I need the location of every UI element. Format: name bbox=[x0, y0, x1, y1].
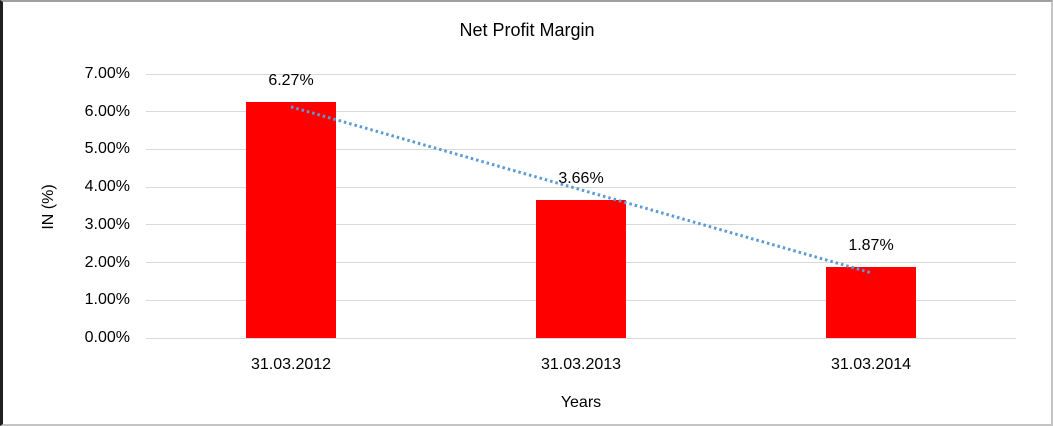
y-axis-tick-label: 7.00% bbox=[84, 65, 130, 82]
data-label-31.03.2013: 3.66% bbox=[558, 169, 604, 187]
x-axis-tick-label: 31.03.2014 bbox=[830, 356, 912, 373]
x-axis-title: Years bbox=[560, 394, 602, 411]
data-label-31.03.2012: 6.27% bbox=[268, 71, 314, 89]
gridline bbox=[146, 337, 1016, 339]
chart-title: Net Profit Margin bbox=[459, 20, 595, 40]
bar-31.03.2013[interactable] bbox=[536, 199, 626, 338]
x-axis-tick-label: 31.03.2013 bbox=[540, 356, 622, 373]
y-axis-tick-label: 3.00% bbox=[84, 215, 130, 233]
y-axis-tick-label: 4.00% bbox=[84, 178, 130, 196]
y-axis-tick-label: 6.00% bbox=[84, 102, 130, 120]
y-axis-tick-label: 0.00% bbox=[84, 329, 130, 346]
bar-31.03.2012[interactable] bbox=[246, 101, 336, 338]
data-label-31.03.2014: 1.87% bbox=[848, 237, 894, 255]
y-axis-title: IN (%) bbox=[40, 184, 57, 230]
y-axis-tick-label: 2.00% bbox=[84, 253, 130, 271]
gridline bbox=[146, 73, 1016, 75]
bar-31.03.2014[interactable] bbox=[826, 267, 916, 338]
y-axis-tick-label: 1.00% bbox=[84, 291, 130, 309]
x-axis-tick-label: 31.03.2012 bbox=[250, 356, 332, 373]
y-axis-tick-label: 5.00% bbox=[84, 140, 130, 158]
